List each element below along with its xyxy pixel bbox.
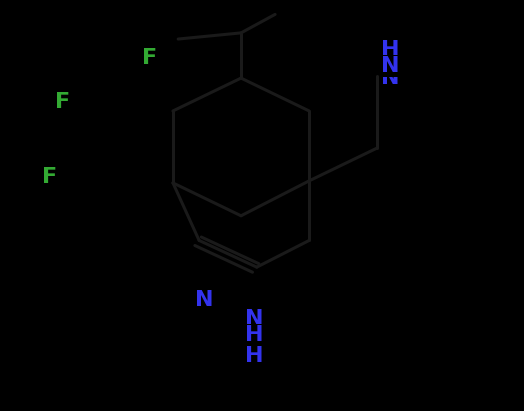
Text: N: N — [381, 68, 400, 88]
Text: F: F — [56, 92, 70, 112]
Text: F: F — [42, 167, 57, 187]
Text: N: N — [245, 309, 264, 329]
Text: F: F — [143, 48, 157, 68]
Text: N: N — [245, 321, 264, 341]
Text: F: F — [42, 167, 57, 187]
Text: H: H — [245, 346, 264, 365]
Text: N: N — [381, 56, 400, 76]
Text: N: N — [195, 290, 214, 310]
Text: F: F — [143, 48, 157, 68]
Text: H: H — [381, 44, 400, 63]
Text: H: H — [381, 40, 400, 60]
Text: H: H — [245, 325, 264, 345]
Text: F: F — [56, 92, 70, 112]
Text: N: N — [195, 290, 214, 310]
